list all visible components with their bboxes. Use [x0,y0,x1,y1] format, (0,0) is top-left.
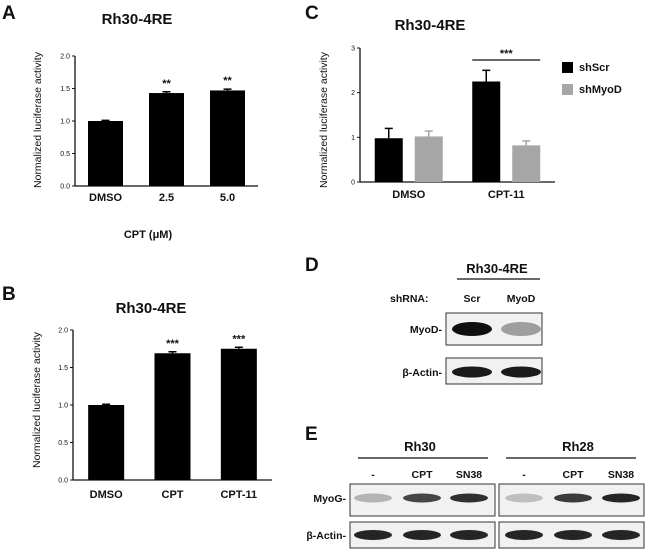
chart-a-category-label-1: 2.5 [159,192,174,204]
chart-c-category-label-0: DMSO [392,189,425,201]
chart-a-bar-0-2 [210,90,245,186]
blot-d-band-1-1 [501,366,541,378]
blot-e-rh28-lane-1: - [522,469,526,481]
chart-c-ytick-label-1: 1 [351,135,355,142]
blot-e-band-0-0-1 [403,493,441,503]
chart-b-plot: 0.0 0.5 1.0 1.5 2.0 DMSO CPT *** CPT-11 *** [58,328,272,501]
chart-c-bar-1-1 [512,145,541,182]
blot-d-band-0-1 [501,322,541,336]
chart-b-ytick-label-3: 1.5 [58,365,68,372]
blot-e-row-myog-label: MyoG- [313,493,346,505]
blot-e-band-1-1-1 [554,530,592,540]
chart-b-ylabel: Normalized luciferase activity [31,331,43,468]
chart-b-significance-1: *** [166,338,180,350]
chart-a-title: Rh30-4RE [102,11,173,28]
panel-letter-c: C [305,3,319,24]
chart-a-xlabel: CPT (μM) [124,229,173,241]
chart-c-bar-0-0 [374,138,403,182]
blot-d-band-1-0 [452,366,492,378]
chart-c-legend: shScr shMyoD [562,62,622,96]
blot-d-bands [445,312,543,385]
blot-d-row-actin-label: β-Actin- [402,367,442,379]
blot-e-band-0-0-0 [354,493,392,503]
chart-c-bar-0-1 [472,81,501,182]
chart-c-ylabel: Normalized luciferase activity [318,51,330,188]
blot-d-lane-scr: Scr [464,293,481,305]
chart-c-significance-label: *** [500,48,514,60]
chart-a-ylabel: Normalized luciferase activity [32,51,44,188]
panel-a: A Rh30-4RE 0.0 0.5 1.0 1.5 2.0 DMSO 2.5 ** 5.0 **… [2,3,258,241]
chart-b-ytick-label-1: 0.5 [58,440,68,447]
blot-e-header-rh28: Rh28 [562,439,594,454]
panel-letter-a: A [2,3,16,24]
chart-a-bar-0-1 [149,93,184,186]
panel-b: B Rh30-4RE 0.0 0.5 1.0 1.5 2.0 DMSO CPT *** CPT-… [2,284,272,501]
blot-e-rh30-lane-2: CPT [412,469,434,481]
chart-a-plot: 0.0 0.5 1.0 1.5 2.0 DMSO 2.5 ** 5.0 ** [60,54,258,204]
chart-c-category-label-1: CPT-11 [488,189,525,201]
blot-e-rh28-lane-2: CPT [563,469,585,481]
blot-e-rh28-lane-3: SN38 [608,469,634,481]
panel-c: C Rh30-4RE 0 1 2 3 DMSO CPT-11 *** Normalized … [305,3,622,201]
chart-a-ytick-label-1: 0.5 [60,151,70,158]
chart-c-plot: 0 1 2 3 DMSO CPT-11 *** [351,46,555,201]
chart-b-ytick-label-2: 1.0 [58,403,68,410]
chart-a-ytick-label-4: 2.0 [60,54,70,61]
chart-a-bar-0-0 [88,121,123,186]
blot-e-rh30-lane-1: - [371,469,375,481]
chart-b-bar-0-0 [88,405,125,480]
blot-e-band-1-1-2 [602,530,640,540]
legend-label-shscr: shScr [579,62,610,74]
panel-e: E Rh30 Rh28 - CPT SN38 - CPT SN38 MyoG- … [305,424,645,549]
chart-b-ytick-label-4: 2.0 [58,328,68,335]
blot-e-band-0-1-1 [554,493,592,503]
chart-a-ytick-label-3: 1.5 [60,86,70,93]
legend-swatch-shmyod [562,84,573,95]
chart-b-category-label-1: CPT [162,489,184,501]
panel-letter-e: E [305,424,318,445]
legend-swatch-shscr [562,62,573,73]
blot-e-band-1-0-1 [403,530,441,540]
blot-d-shrna-label: shRNA: [390,293,429,305]
chart-b-ytick-label-0: 0.0 [58,478,68,485]
panel-letter-b: B [2,284,16,305]
chart-c-bar-1-0 [414,136,443,182]
blot-d-band-0-0 [452,322,492,336]
blot-e-band-0-0-2 [450,493,488,503]
chart-b-category-label-0: DMSO [90,489,123,501]
chart-a-significance-2: ** [223,75,232,87]
chart-a-significance-1: ** [162,78,171,90]
blot-e-band-0-1-2 [602,493,640,503]
chart-a-category-label-2: 5.0 [220,192,235,204]
chart-c-title: Rh30-4RE [395,17,466,34]
blot-e-band-1-0-2 [450,530,488,540]
blot-d-row-myod-label: MyoD- [410,324,443,336]
chart-b-bar-0-1 [154,353,191,480]
blot-e-band-1-1-0 [505,530,543,540]
chart-b-bar-0-2 [220,348,257,480]
panel-letter-d: D [305,255,319,276]
chart-c-ytick-label-0: 0 [351,180,355,187]
blot-e-band-0-1-0 [505,493,543,503]
blot-e-band-1-0-0 [354,530,392,540]
blot-e-header-rh30: Rh30 [404,439,436,454]
chart-c-ytick-label-3: 3 [351,46,355,53]
chart-b-title: Rh30-4RE [116,300,187,317]
chart-c-ytick-label-2: 2 [351,90,355,97]
blot-d-header: Rh30-4RE [466,261,528,276]
blot-d-lane-myod: MyoD [507,293,536,305]
legend-label-shmyod: shMyoD [579,84,622,96]
blot-e-row-actin-label: β-Actin- [306,530,346,542]
chart-b-category-label-2: CPT-11 [220,489,257,501]
chart-a-ytick-label-2: 1.0 [60,119,70,126]
chart-a-category-label-0: DMSO [89,192,122,204]
chart-b-significance-2: *** [232,333,246,345]
chart-a-ytick-label-0: 0.0 [60,184,70,191]
panel-d: D Rh30-4RE shRNA: Scr MyoD MyoD- β-Actin… [305,255,543,385]
blot-e-rh30-lane-3: SN38 [456,469,482,481]
blot-e-bands [349,483,645,549]
